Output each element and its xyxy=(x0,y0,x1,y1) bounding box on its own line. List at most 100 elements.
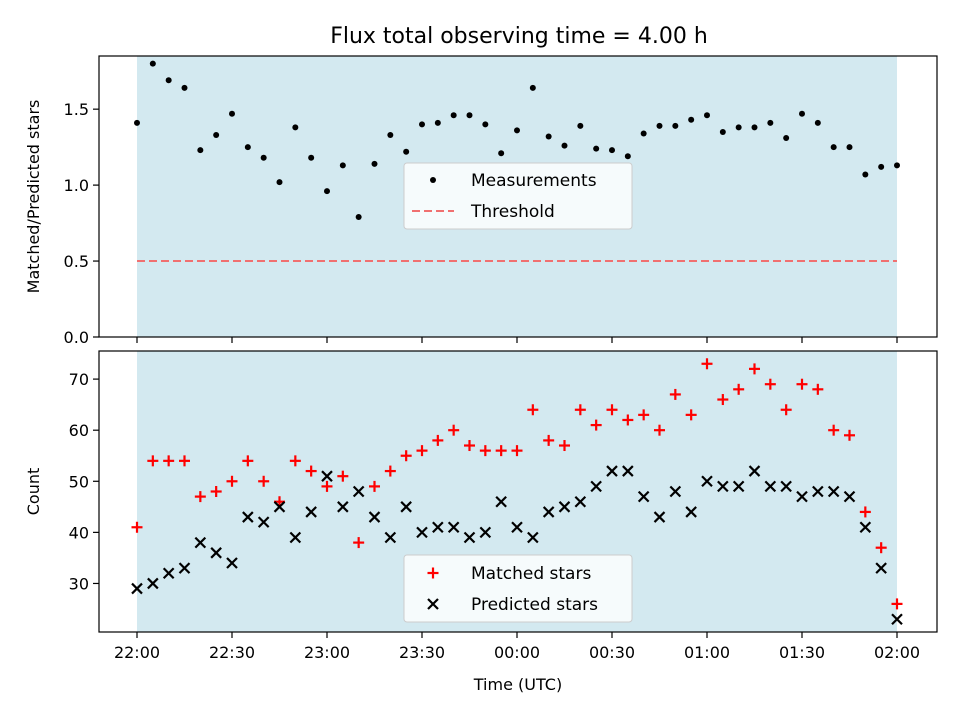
predicted-point xyxy=(479,526,492,539)
matched-point xyxy=(828,424,840,436)
predicted-point xyxy=(891,613,903,626)
x-stroke-b xyxy=(542,506,555,518)
predicted-point xyxy=(637,490,650,503)
predicted-point xyxy=(242,511,254,523)
matched-point xyxy=(669,388,681,400)
x-stroke-b xyxy=(194,536,207,549)
measurement-point xyxy=(229,110,235,117)
x-tick-label: 22:00 xyxy=(114,643,160,662)
matched-point xyxy=(400,450,412,462)
y-tick-label: 0.0 xyxy=(64,328,89,347)
x-stroke-b xyxy=(384,531,397,544)
matched-point xyxy=(511,445,523,457)
x-stroke-b xyxy=(859,521,872,534)
x-stroke-b xyxy=(400,501,412,513)
legend-box xyxy=(403,554,633,623)
x-tick-label: 00:00 xyxy=(494,643,540,662)
matched-point xyxy=(147,455,159,467)
matched-point xyxy=(622,414,634,426)
x-stroke-b xyxy=(210,547,222,559)
y-tick-label: 1.0 xyxy=(64,176,89,195)
matched-point xyxy=(321,480,333,492)
x-stroke-b xyxy=(242,511,254,523)
matched-point xyxy=(289,455,301,467)
x-stroke-b xyxy=(416,526,428,539)
matched-point xyxy=(812,383,824,395)
legend-measurements-marker xyxy=(430,177,436,183)
measurement-point xyxy=(719,128,726,135)
legend-measurements-label: Measurements xyxy=(471,171,597,191)
predicted-point xyxy=(495,495,507,508)
measurement-point xyxy=(577,122,584,129)
x-stroke-b xyxy=(368,511,381,523)
y-tick-label: 70 xyxy=(69,370,89,389)
predicted-point xyxy=(511,521,523,534)
x-stroke-b xyxy=(606,465,618,477)
y-tick-label: 60 xyxy=(69,421,89,440)
matched-point xyxy=(733,383,745,395)
x-stroke-b xyxy=(147,577,159,590)
x-stroke-b xyxy=(495,495,507,508)
x-stroke-b xyxy=(764,480,777,493)
matched-point xyxy=(416,445,428,457)
x-stroke-b xyxy=(427,598,439,610)
x-tick-label: 02:00 xyxy=(874,643,920,662)
matched-point xyxy=(717,394,729,406)
matched-point xyxy=(606,404,618,416)
predicted-point xyxy=(432,521,444,534)
predicted-point xyxy=(796,490,808,503)
measurement-point xyxy=(672,122,679,129)
matched-point xyxy=(590,419,602,431)
x-stroke-b xyxy=(337,501,349,513)
measurement-point xyxy=(814,119,821,126)
x-tick-label: 00:30 xyxy=(589,643,635,662)
matched-point xyxy=(448,424,460,436)
predicted-point xyxy=(226,557,238,569)
measurement-point xyxy=(181,84,188,91)
top-panel: 0.0 0.5 1.0 1.5 Matched/Predicted stars Measu… xyxy=(24,55,938,347)
matched-point xyxy=(796,378,808,390)
y-tick-label: 40 xyxy=(69,523,89,542)
measurement-point xyxy=(529,84,536,91)
x-tick-label: 01:00 xyxy=(684,643,730,662)
x-stroke-b xyxy=(843,490,856,503)
measurement-point xyxy=(656,122,663,129)
matched-point xyxy=(226,475,238,487)
bottom-panel: 30 40 50 60 70 Count 22:00 22:30 23:00 23:30 00:00… xyxy=(24,350,938,694)
predicted-point xyxy=(859,521,872,534)
matched-point xyxy=(495,445,507,457)
x-tick-label: 23:00 xyxy=(304,643,350,662)
x-stroke-b xyxy=(479,526,492,539)
matched-point xyxy=(337,470,349,482)
matched-point xyxy=(242,455,254,467)
predicted-point xyxy=(669,485,682,498)
measurement-point xyxy=(514,127,520,134)
legend-bottom: Matched stars Predicted stars xyxy=(403,554,633,623)
x-stroke-b xyxy=(732,480,745,493)
measurement-point xyxy=(339,162,346,169)
measurement-point xyxy=(371,160,378,167)
predicted-point xyxy=(701,475,713,488)
x-stroke-b xyxy=(447,521,460,534)
predicted-point xyxy=(178,562,191,574)
matched-point xyxy=(654,424,665,436)
predicted-point xyxy=(574,495,587,508)
measurement-point xyxy=(609,147,615,154)
measurement-point xyxy=(292,124,299,131)
predicted-point xyxy=(843,490,856,503)
y-tick-label: 30 xyxy=(69,574,89,593)
x-axis-label: Time (UTC) xyxy=(473,675,562,694)
predicted-point xyxy=(194,536,207,549)
predicted-point xyxy=(162,567,175,580)
measurement-point xyxy=(799,110,805,117)
measurement-point xyxy=(846,144,853,151)
x-stroke-b xyxy=(685,506,697,518)
x-stroke-b xyxy=(226,557,238,569)
matched-point xyxy=(131,521,143,533)
measurement-point xyxy=(545,133,552,140)
predicted-point xyxy=(590,480,602,493)
measurement-point xyxy=(244,144,251,151)
measurement-point xyxy=(767,119,774,126)
predicted-point xyxy=(131,582,143,595)
